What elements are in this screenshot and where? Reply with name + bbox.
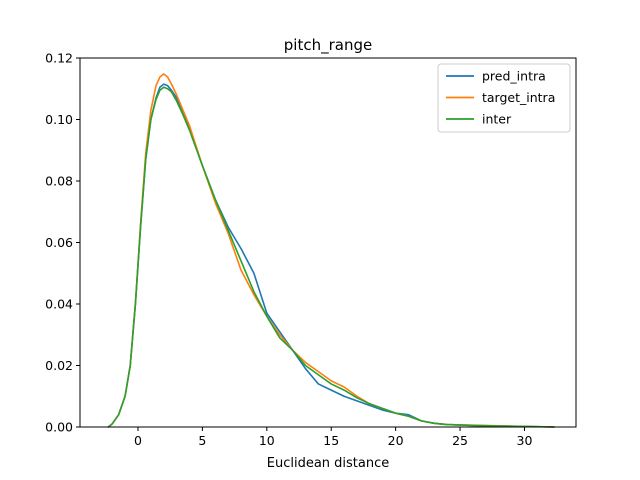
y-tick-label: 0.06: [45, 235, 73, 250]
series-line-inter: [107, 86, 555, 428]
x-tick-label: 20: [388, 433, 404, 448]
x-tick-label: 5: [198, 433, 206, 448]
y-tick-label: 0.12: [45, 51, 73, 66]
x-tick-label: 25: [452, 433, 468, 448]
chart-title: pitch_range: [284, 36, 372, 55]
x-axis: 0 5 10 15 20 25 30: [134, 427, 532, 448]
legend-frame: [437, 63, 571, 133]
y-axis: 0.00 0.02 0.04 0.06 0.08 0.10 0.12: [45, 51, 80, 435]
x-tick-label: 30: [517, 433, 533, 448]
y-tick-label: 0.08: [45, 174, 73, 189]
plot-area: [107, 73, 555, 428]
x-tick-label: 15: [323, 433, 339, 448]
legend-label-target-intra: target_intra: [482, 90, 555, 105]
x-axis-title: Euclidean distance: [267, 456, 390, 471]
y-tick-label: 0.04: [45, 297, 73, 312]
legend-label-inter: inter: [482, 112, 512, 127]
y-tick-label: 0.00: [45, 420, 73, 435]
legend-label-pred-intra: pred_intra: [482, 69, 546, 84]
x-tick-label: 0: [134, 433, 142, 448]
x-tick-label: 10: [259, 433, 275, 448]
axes-frame: [79, 57, 577, 428]
y-tick-label: 0.10: [45, 112, 73, 127]
y-tick-label: 0.02: [45, 358, 73, 373]
